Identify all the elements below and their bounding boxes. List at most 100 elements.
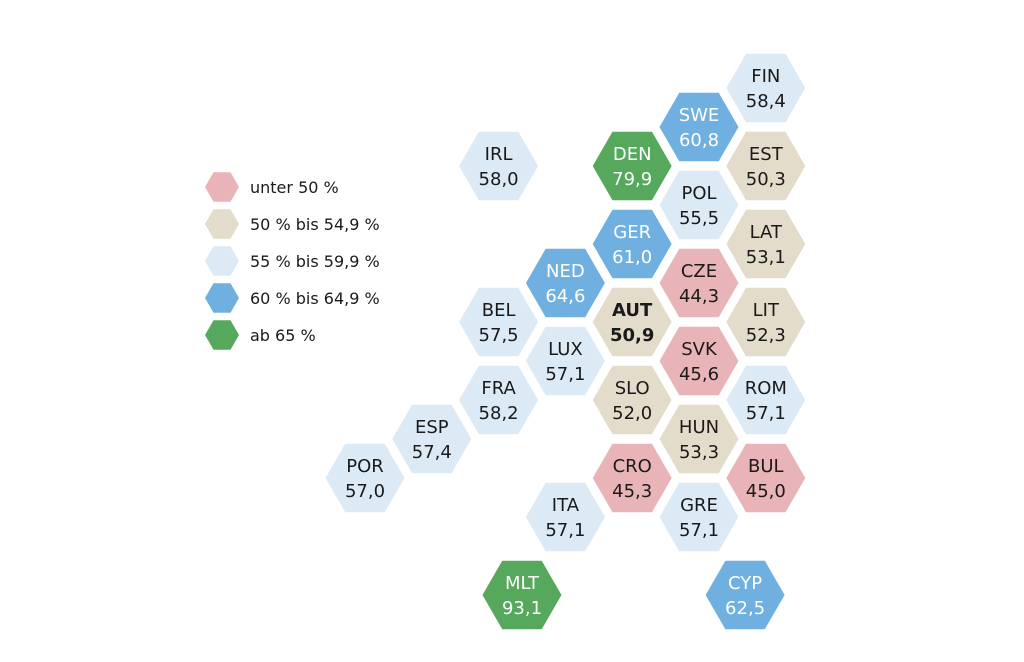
country-code: CZE <box>681 261 717 282</box>
hex-tile <box>659 248 739 318</box>
hex-tile <box>592 131 672 201</box>
hex-tile <box>726 209 806 279</box>
country-value: 58,0 <box>479 169 519 190</box>
country-hex-pol: POL 55,5 <box>659 170 739 240</box>
country-hex-lit: LIT 52,3 <box>726 287 806 357</box>
country-code: MLT <box>505 573 540 594</box>
country-hex-cro: CRO 45,3 <box>592 443 672 513</box>
country-code: SWE <box>679 105 720 126</box>
country-hex-fra: FRA 58,2 <box>459 365 539 435</box>
country-hex-por: POR 57,0 <box>325 443 405 513</box>
country-value: 45,6 <box>679 364 719 385</box>
legend-hex-icon <box>205 172 239 202</box>
country-hex-cze: CZE 44,3 <box>659 248 739 318</box>
country-hex-ita: ITA 57,1 <box>525 482 605 552</box>
hex-tile <box>459 365 539 435</box>
legend-hex-icon <box>205 320 239 350</box>
country-hex-swe: SWE 60,8 <box>659 92 739 162</box>
country-value: 52,0 <box>612 403 652 424</box>
country-value: 57,1 <box>545 364 585 385</box>
legend-item: unter 50 % <box>205 172 339 202</box>
country-value: 57,0 <box>345 481 385 502</box>
country-code: GRE <box>680 495 718 516</box>
hex-tile <box>659 170 739 240</box>
country-hex-ned: NED 64,6 <box>525 248 605 318</box>
country-code: NED <box>546 261 585 282</box>
legend-label: 55 % bis 59,9 % <box>250 252 380 271</box>
hex-tile <box>659 482 739 552</box>
country-hex-gre: GRE 57,1 <box>659 482 739 552</box>
country-code: POL <box>681 183 716 204</box>
hex-tile <box>392 404 472 474</box>
hex-tile <box>525 326 605 396</box>
country-value: 58,2 <box>479 403 519 424</box>
country-hex-bul: BUL 45,0 <box>726 443 806 513</box>
hex-tile <box>459 287 539 357</box>
hex-tile <box>659 92 739 162</box>
country-hex-den: DEN 79,9 <box>592 131 672 201</box>
hex-tile <box>459 131 539 201</box>
country-code: GER <box>613 222 651 243</box>
country-hex-svk: SVK 45,6 <box>659 326 739 396</box>
legend-hex-icon <box>205 283 239 313</box>
country-code: ESP <box>415 417 449 438</box>
hex-tile <box>726 365 806 435</box>
country-value: 57,1 <box>679 520 719 541</box>
country-code: LUX <box>548 339 583 360</box>
hex-tile <box>482 560 562 630</box>
legend-label: 50 % bis 54,9 % <box>250 215 380 234</box>
country-value: 52,3 <box>746 325 786 346</box>
country-hex-aut: AUT 50,9 <box>592 287 672 357</box>
hex-tile <box>726 443 806 513</box>
country-value: 55,5 <box>679 208 719 229</box>
hex-tile <box>726 287 806 357</box>
country-value: 53,3 <box>679 442 719 463</box>
legend-item: 55 % bis 59,9 % <box>205 246 380 276</box>
country-hex-ger: GER 61,0 <box>592 209 672 279</box>
country-value: 53,1 <box>746 247 786 268</box>
legend-label: 60 % bis 64,9 % <box>250 289 380 308</box>
country-code: ITA <box>552 495 580 516</box>
country-code: BEL <box>482 300 516 321</box>
legend-item: ab 65 % <box>205 320 316 350</box>
country-value: 45,3 <box>612 481 652 502</box>
country-hex-fin: FIN 58,4 <box>726 53 806 123</box>
country-code: CRO <box>613 456 652 477</box>
hex-tile <box>659 404 739 474</box>
country-value: 57,5 <box>479 325 519 346</box>
country-code: SVK <box>681 339 718 360</box>
hex-tile <box>525 482 605 552</box>
hex-tile <box>592 287 672 357</box>
country-code: AUT <box>612 300 653 321</box>
hex-tile <box>592 209 672 279</box>
legend-item: 50 % bis 54,9 % <box>205 209 380 239</box>
country-code: POR <box>346 456 384 477</box>
legend-label: unter 50 % <box>250 178 339 197</box>
hex-tile <box>726 53 806 123</box>
country-value: 64,6 <box>545 286 585 307</box>
country-value: 62,5 <box>725 598 765 619</box>
country-value: 50,9 <box>610 325 654 346</box>
hex-tile <box>592 443 672 513</box>
country-code: IRL <box>485 144 513 165</box>
country-value: 44,3 <box>679 286 719 307</box>
country-hex-irl: IRL 58,0 <box>459 131 539 201</box>
country-code: EST <box>749 144 784 165</box>
country-value: 60,8 <box>679 130 719 151</box>
country-hex-cyp: CYP 62,5 <box>705 560 785 630</box>
hex-tile <box>325 443 405 513</box>
country-hex-bel: BEL 57,5 <box>459 287 539 357</box>
country-value: 61,0 <box>612 247 652 268</box>
country-code: FIN <box>751 66 780 87</box>
country-value: 57,1 <box>545 520 585 541</box>
legend-hex-icon <box>205 209 239 239</box>
hex-tile <box>592 365 672 435</box>
country-hex-slo: SLO 52,0 <box>592 365 672 435</box>
country-hex-rom: ROM 57,1 <box>726 365 806 435</box>
country-hex-est: EST 50,3 <box>726 131 806 201</box>
country-hex-lux: LUX 57,1 <box>525 326 605 396</box>
country-code: LAT <box>750 222 783 243</box>
hex-tile <box>705 560 785 630</box>
country-value: 50,3 <box>746 169 786 190</box>
country-value: 57,1 <box>746 403 786 424</box>
